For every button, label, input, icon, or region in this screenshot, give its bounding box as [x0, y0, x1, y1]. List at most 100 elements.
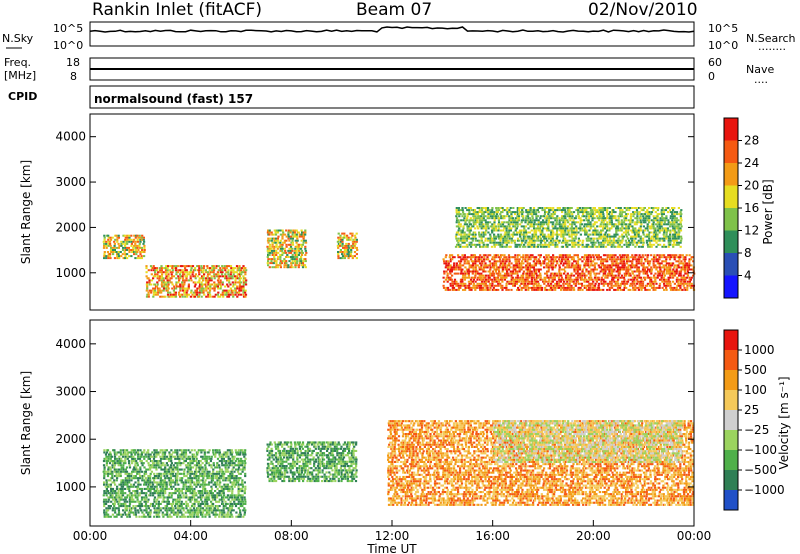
heatmap-cell	[621, 235, 624, 238]
heatmap-cell	[634, 241, 637, 244]
heatmap-cell	[468, 229, 471, 232]
heatmap-cell	[556, 219, 559, 222]
heatmap-cell	[128, 255, 131, 258]
heatmap-cell	[680, 239, 683, 242]
heatmap-cell	[348, 246, 351, 249]
heatmap-cell	[141, 234, 144, 237]
heatmap-cell	[152, 283, 155, 286]
heatmap-cell	[457, 254, 460, 257]
heatmap-cell	[139, 246, 142, 249]
heatmap-cell	[520, 225, 523, 228]
heatmap-cell	[667, 284, 670, 287]
heatmap-cell	[452, 286, 456, 289]
heatmap-cell	[535, 237, 538, 240]
heatmap-cell	[150, 460, 154, 463]
heatmap-cell	[560, 223, 563, 226]
heatmap-cell	[571, 264, 574, 267]
heatmap-cell	[501, 274, 504, 277]
heatmap-cell	[494, 270, 497, 273]
heatmap-cell	[606, 237, 609, 240]
heatmap-cell	[478, 272, 481, 275]
heatmap-cell	[505, 233, 508, 236]
heatmap-cell	[575, 254, 578, 257]
heatmap-cell	[495, 278, 498, 281]
heatmap-cell	[602, 225, 605, 228]
heatmap-cell	[654, 272, 657, 275]
heatmap-cell	[638, 276, 641, 279]
heatmap-cell	[604, 233, 607, 236]
heatmap-cell	[554, 217, 557, 220]
heatmap-cell	[539, 278, 542, 281]
heatmap-cell	[554, 219, 557, 222]
heatmap-cell	[443, 260, 446, 263]
heatmap-cell	[558, 264, 561, 267]
heatmap-cell	[562, 233, 565, 236]
heatmap-cell	[688, 262, 691, 265]
heatmap-cell	[571, 243, 574, 246]
heatmap-cell	[657, 270, 660, 273]
heatmap-cell	[470, 225, 473, 228]
heatmap-cell	[608, 213, 611, 216]
heatmap-cell	[245, 283, 248, 286]
y-tick-label: 2000	[55, 220, 86, 234]
heatmap-cell	[606, 264, 609, 267]
heatmap-cell	[584, 227, 587, 230]
heatmap-cell	[124, 462, 127, 465]
heatmap-cell	[609, 235, 612, 238]
heatmap-cell	[115, 494, 118, 497]
heatmap-cell	[491, 288, 494, 291]
heatmap-cell	[125, 509, 128, 512]
heatmap-cell	[478, 276, 481, 279]
heatmap-cell	[510, 237, 513, 240]
heatmap-cell	[351, 255, 354, 258]
heatmap-cell	[285, 260, 288, 263]
heatmap-cell	[190, 267, 193, 270]
heatmap-cell	[596, 211, 599, 214]
heatmap-cell	[612, 262, 615, 265]
heatmap-cell	[165, 277, 168, 280]
heatmap-cell	[654, 219, 657, 222]
heatmap-cell	[493, 288, 496, 291]
heatmap-cell	[640, 264, 643, 267]
heatmap-cell	[608, 288, 611, 291]
heatmap-cell	[140, 496, 144, 499]
heatmap-cell	[516, 225, 519, 228]
heatmap-cell	[151, 267, 155, 270]
heatmap-cell	[340, 238, 343, 241]
heatmap-cell	[460, 219, 463, 222]
heatmap-cell	[155, 513, 158, 516]
heatmap-cell	[289, 266, 292, 269]
heatmap-cell	[635, 235, 638, 238]
heatmap-cell	[625, 280, 628, 283]
heatmap-cell	[466, 213, 469, 216]
heatmap-cell	[491, 209, 494, 212]
heatmap-cell	[634, 245, 637, 248]
heatmap-cell	[594, 211, 597, 214]
heatmap-cell	[564, 276, 568, 279]
heatmap-cell	[577, 245, 580, 248]
heatmap-cell	[577, 264, 580, 267]
heatmap-cell	[669, 223, 673, 226]
heatmap-cell	[132, 475, 136, 478]
heatmap-cell	[509, 229, 512, 232]
heatmap-cell	[446, 274, 449, 277]
heatmap-cell	[274, 266, 277, 269]
heatmap-cell	[583, 207, 586, 209]
heatmap-cell	[242, 289, 245, 292]
heatmap-cell	[652, 215, 655, 218]
heatmap-cell	[495, 260, 498, 263]
heatmap-cell	[228, 265, 231, 268]
heatmap-cell	[533, 264, 536, 267]
heatmap-cell	[671, 219, 674, 222]
heatmap-cell	[514, 282, 517, 285]
heatmap-cell	[602, 245, 605, 248]
nsky-trace	[89, 26, 695, 33]
heatmap-cell	[449, 276, 452, 279]
heatmap-cell	[146, 500, 149, 503]
heatmap-cell	[107, 513, 110, 516]
heatmap-cell	[583, 211, 586, 214]
heatmap-cell	[137, 457, 140, 460]
heatmap-cell	[560, 276, 563, 279]
heatmap-cell	[533, 270, 536, 273]
heatmap-cell	[540, 245, 543, 248]
